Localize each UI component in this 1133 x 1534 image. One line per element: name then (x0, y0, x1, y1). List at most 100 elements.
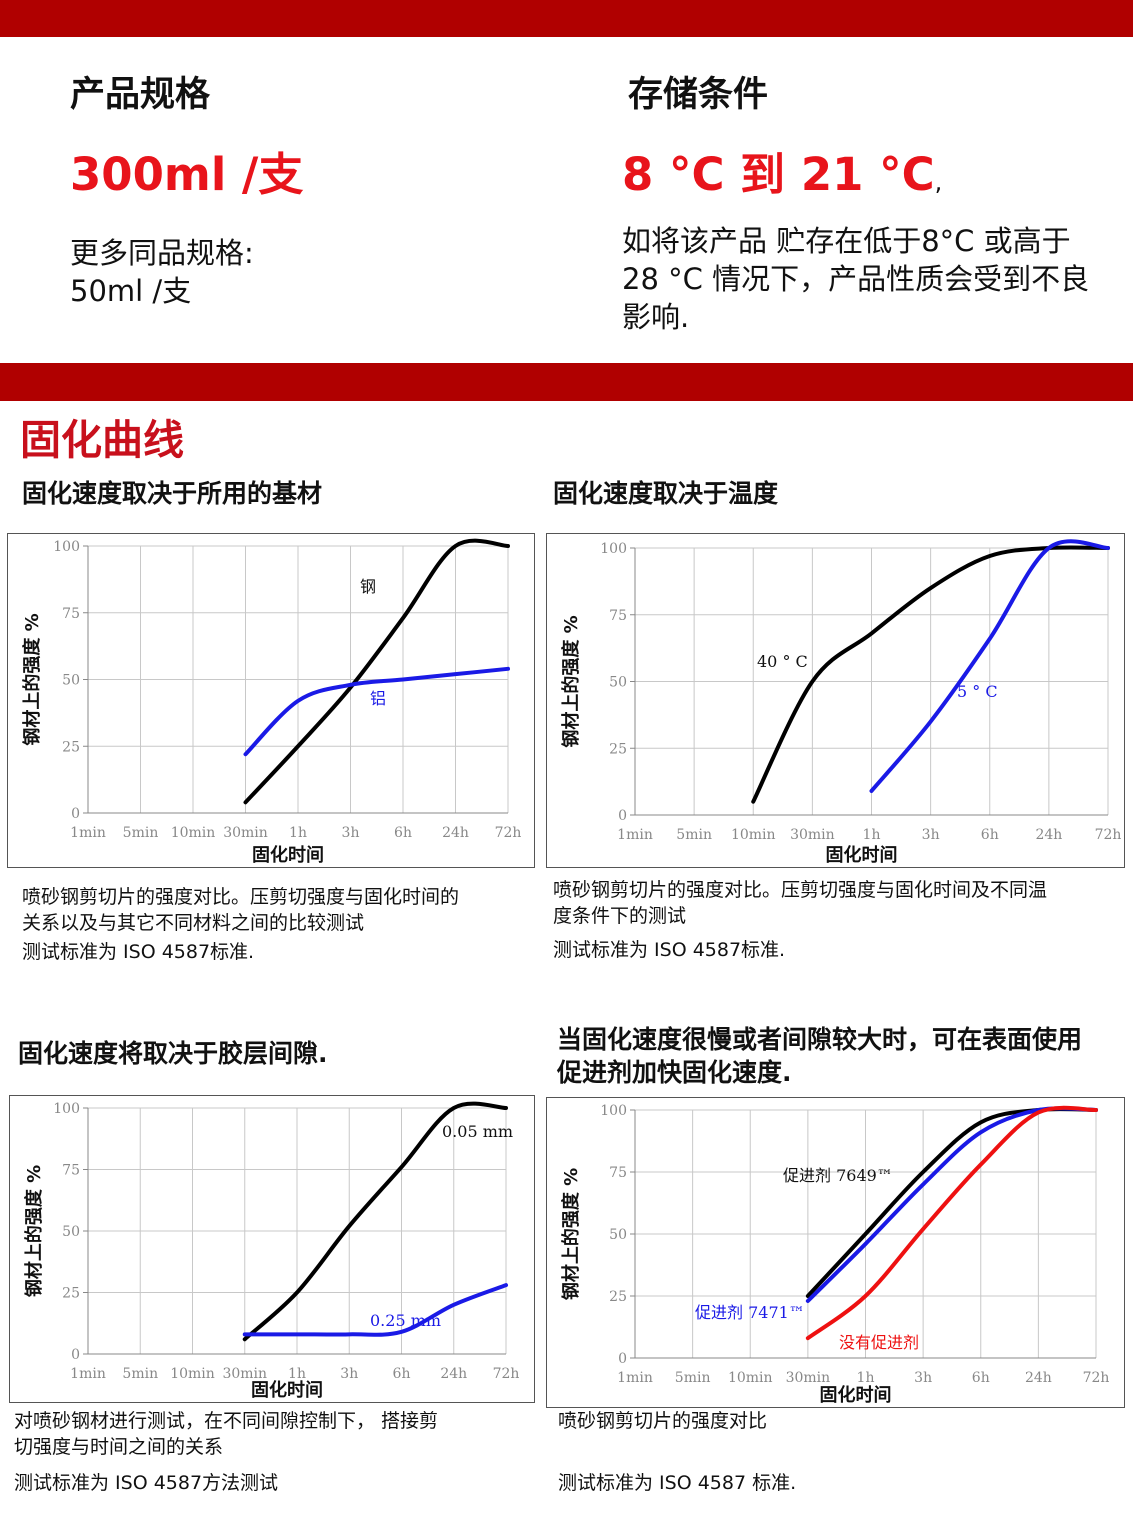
y-tick-label: 75 (62, 606, 80, 622)
x-tick-label: 72h (495, 825, 522, 841)
y-tick-label: 100 (600, 1103, 627, 1119)
y-tick-label: 25 (62, 739, 80, 755)
chart-4-activator: 1min 5min 10min 30min 1h 3h 6h 24h 72h 0 25 50 75 100… (560, 1103, 1110, 1406)
x-tick-label: 72h (493, 1366, 520, 1382)
panel-1-standard: 测试标准为 ISO 4587标准. (22, 941, 255, 963)
storage-value-line: 8 °C 到 21 °C, (622, 138, 942, 203)
section-title: 固化曲线 (20, 416, 184, 464)
x-tick-label: 6h (981, 827, 999, 843)
panel-3-caption-line-1: 对喷砂钢材进行测试，在不同间隙控制下， 搭接剪 (14, 1410, 439, 1432)
panel-3-standard: 测试标准为 ISO 4587方法测试 (14, 1472, 279, 1494)
storage-value: 8 °C 到 21 °C (622, 148, 935, 201)
x-tick-label: 24h (442, 825, 469, 841)
product-spec-heading: 产品规格 (70, 75, 211, 115)
x-tick-label: 30min (223, 825, 268, 841)
y-tick-label: 100 (53, 539, 80, 555)
series-label: 40 ° C (757, 652, 808, 671)
x-tick-label: 6h (393, 1366, 411, 1382)
y-axis-title: 钢材上的强度 % (560, 615, 582, 747)
y-tick-label: 0 (618, 808, 627, 824)
x-tick-label: 30min (786, 1370, 831, 1386)
y-tick-label: 50 (609, 1227, 627, 1243)
series-line (242, 1101, 508, 1342)
x-axis-title: 固化时间 (252, 844, 324, 866)
panel-2-standard: 测试标准为 ISO 4587标准. (553, 939, 786, 961)
x-axis-title: 固化时间 (820, 1384, 892, 1406)
top-red-band (0, 0, 1133, 37)
chart-2-temperature: 1min 5min 10min 30min 1h 3h 6h 24h 72h 0 25 50 75 100… (560, 539, 1122, 866)
chart-4-frame: 1min 5min 10min 30min 1h 3h 6h 24h 72h 0 25 50 75 100… (546, 1097, 1125, 1408)
panel-4-caption-line-1: 喷砂钢剪切片的强度对比 (558, 1410, 768, 1432)
x-axis-title: 固化时间 (826, 844, 898, 866)
series-line (243, 538, 510, 805)
series-line (243, 666, 510, 757)
x-tick-label: 5min (123, 825, 159, 841)
x-tick-label: 30min (222, 1366, 267, 1382)
series-line (805, 1105, 1098, 1341)
x-tick-label: 3h (914, 1370, 932, 1386)
series-label: 0.05 mm (442, 1122, 513, 1141)
chart-1-substrate: 1min 5min 10min 30min 1h 3h 6h 24h 72h 0 25 50 75 100… (21, 538, 522, 866)
x-tick-label: 1h (857, 1370, 875, 1386)
y-tick-label: 100 (53, 1101, 80, 1117)
series-label: 钢 (360, 577, 376, 596)
x-tick-label: 1min (70, 1366, 106, 1382)
x-tick-label: 5min (122, 1366, 158, 1382)
storage-heading: 存储条件 (628, 75, 769, 115)
panel-1-caption-line-1: 喷砂钢剪切片的强度对比。压剪切强度与固化时间的 (22, 886, 460, 908)
more-spec-label: 更多同品规格: (70, 236, 254, 270)
x-tick-label: 30min (790, 827, 835, 843)
x-tick-label: 72h (1083, 1370, 1110, 1386)
series-label: 铝 (370, 689, 386, 708)
y-tick-label: 75 (609, 1165, 627, 1181)
y-tick-label: 0 (618, 1351, 627, 1367)
x-tick-label: 24h (1035, 827, 1062, 843)
x-tick-label: 1h (289, 825, 307, 841)
x-tick-label: 10min (731, 827, 776, 843)
y-tick-label: 75 (62, 1163, 80, 1179)
y-axis-title: 钢材上的强度 % (560, 1168, 582, 1300)
x-tick-label: 24h (1025, 1370, 1052, 1386)
y-tick-label: 25 (609, 1289, 627, 1305)
panel-4-subtitle-line-2: 促进剂加快固化速度. (557, 1058, 792, 1087)
x-tick-label: 72h (1095, 827, 1122, 843)
series-label: 没有促进剂 (839, 1333, 919, 1352)
y-tick-label: 0 (71, 1347, 80, 1363)
x-tick-label: 3h (922, 827, 940, 843)
x-tick-label: 1min (617, 827, 653, 843)
panel-3-caption-line-2: 切强度与时间之间的关系 (14, 1436, 224, 1458)
x-tick-label: 1h (288, 1366, 306, 1382)
panel-2-caption-line-2: 度条件下的测试 (553, 905, 687, 927)
y-tick-label: 50 (609, 675, 627, 691)
more-spec-value: 50ml /支 (70, 274, 192, 308)
series-line (869, 539, 1110, 793)
panel-2-caption-line-1: 喷砂钢剪切片的强度对比。压剪切强度与固化时间及不同温 (553, 879, 1048, 901)
storage-note: 如将该产品 贮存在低于8°C 或高于28 °C 情况下，产品性质会受到不良影响. (622, 224, 1090, 334)
chart-3-gap: 1min 5min 10min 30min 1h 3h 6h 24h 72h 0 25 50 75 100… (23, 1101, 520, 1401)
x-tick-label: 1min (70, 825, 106, 841)
x-tick-label: 1min (617, 1370, 653, 1386)
mid-red-band (0, 363, 1133, 401)
y-tick-label: 50 (62, 1224, 80, 1240)
y-axis-title: 钢材上的强度 % (23, 1165, 45, 1297)
y-axis-title: 钢材上的强度 % (21, 613, 43, 745)
panel-2-subtitle: 固化速度取决于温度 (553, 479, 779, 508)
storage-value-suffix: , (934, 168, 943, 196)
x-tick-label: 10min (728, 1370, 773, 1386)
y-tick-label: 0 (71, 806, 80, 822)
series-line (242, 1283, 508, 1337)
x-tick-label: 24h (440, 1366, 467, 1382)
panel-3-subtitle: 固化速度将取决于胶层间隙. (18, 1039, 328, 1068)
series-label: 5 ° C (957, 682, 998, 701)
series-label: 促进剂 7471™ (695, 1303, 805, 1322)
panel-4-standard: 测试标准为 ISO 4587 标准. (558, 1472, 797, 1494)
y-tick-label: 75 (609, 608, 627, 624)
x-tick-label: 3h (342, 825, 360, 841)
x-tick-label: 6h (394, 825, 412, 841)
chart-2-frame: 1min 5min 10min 30min 1h 3h 6h 24h 72h 0 25 50 75 100… (546, 533, 1125, 868)
panel-1-subtitle: 固化速度取决于所用的基材 (22, 479, 323, 508)
series-line (805, 1106, 1098, 1303)
series-line (805, 1107, 1098, 1298)
series-label: 0.25 mm (370, 1311, 441, 1330)
x-tick-label: 5min (676, 827, 712, 843)
